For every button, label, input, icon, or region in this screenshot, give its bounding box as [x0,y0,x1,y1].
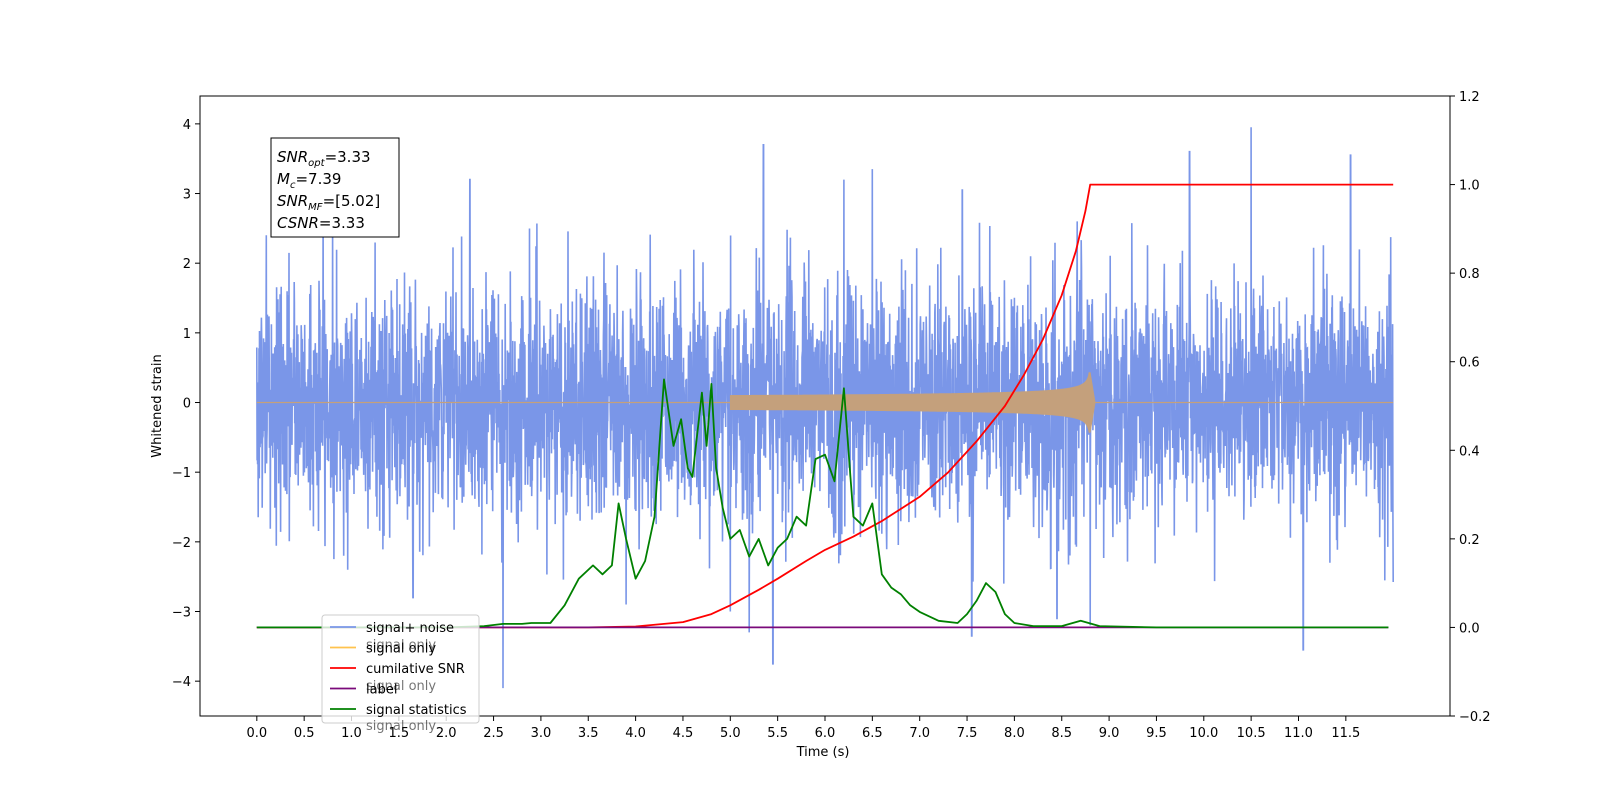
annotation-value: =[5.02] [323,192,381,210]
y2-tick-label: 0.0 [1459,621,1480,636]
x-tick-label: 3.0 [531,726,552,741]
x-tick-label: 2.5 [483,726,504,741]
y-tick-label: 0 [183,397,191,412]
legend-label: signal statistics [366,703,467,718]
x-axis: 0.0 0.5 1.0 1.5 2.0 2.5 3.0 3.5 4.0 4.5 5.0 5.5 6.0 6… [246,716,1360,741]
x-tick-label: 6.0 [815,726,836,741]
x-tick-label: 6.5 [862,726,883,741]
series-cumilative-snr [256,183,1394,629]
y-tick-label: 3 [183,188,191,203]
y2-tick-label: 1.0 [1459,179,1480,194]
annotation-symbol: CSNR [277,214,319,232]
y-tick-label: −2 [172,536,191,551]
annotation-symbol: M [277,170,290,188]
annotation-line: Mc=7.39 [277,170,341,191]
annotation-frame [270,137,400,238]
x-tick-label: 4.5 [673,726,694,741]
y-tick-label: 1 [183,327,191,342]
annotation-symbol: SNR [277,192,308,210]
y2-tick-label: 0.2 [1459,533,1480,548]
x-tick-label: 3.5 [578,726,599,741]
annotation-subscript: MF [308,202,323,213]
legend-frame [321,614,480,724]
annotation-value: =3.33 [325,148,371,166]
legend-ghost-text: signal only [366,679,436,694]
annotation-subscript: opt [308,158,325,169]
legend-label: signal only [366,642,436,657]
y2-tick-label: −0.2 [1459,710,1491,725]
x-tick-label: 2.0 [436,726,457,741]
series-signal-statistics [256,378,1389,629]
y-tick-label: 2 [183,257,191,272]
x-tick-label: 5.0 [720,726,741,741]
x-tick-label: 1.5 [389,726,410,741]
x-tick-label: 5.5 [767,726,788,741]
x-tick-label: 10.0 [1189,726,1218,741]
x-tick-label: 10.5 [1237,726,1266,741]
x-tick-label: 9.0 [1099,726,1120,741]
series-layer [256,127,1394,689]
annotation-line: SNRMF=[5.02] [277,192,380,213]
legend-label: signal+ noise [366,621,454,636]
y-axis-label: Whitened strain [150,354,165,457]
y2-tick-label: 1.2 [1459,90,1480,105]
annotation-subscript: c [290,180,296,191]
x-tick-label: 11.5 [1331,726,1360,741]
annotation-value: =3.33 [319,214,365,232]
x-tick-label: 7.5 [957,726,978,741]
x-axis-label: Time (s) [796,745,850,760]
x-tick-label: 8.5 [1051,726,1072,741]
legend-label: cumilative SNR [366,662,465,677]
annotation-line: CSNR=3.33 [277,214,365,232]
x-tick-label: 4.0 [625,726,646,741]
x-tick-label: 1.0 [341,726,362,741]
y-tick-label: −3 [172,606,191,621]
annotation-symbol: SNR [277,148,308,166]
annotation-value: =7.39 [295,170,341,188]
legend-label: label [366,683,397,698]
y-tick-label: 4 [183,118,191,133]
series-signal-noise [256,127,1394,689]
y-tick-label: −1 [172,466,191,481]
x-tick-label: 11.0 [1284,726,1313,741]
legend-ghost-text: signal only [366,638,436,653]
y2-tick-label: 0.4 [1459,444,1480,459]
legend-ghost-text: signal only [366,719,436,734]
y2-tick-label: 0.8 [1459,267,1480,282]
x-tick-label: 0.5 [294,726,315,741]
annotation-line: SNRopt=3.33 [277,148,371,169]
x-tick-label: 9.5 [1146,726,1167,741]
y-axis-left: 4 3 2 1 0 −1 −2 −3 −4 [172,118,200,690]
x-tick-label: 0.0 [246,726,267,741]
y-axis-right: 1.2 1.0 0.8 0.6 0.4 0.2 0.0 −0.2 [1450,90,1491,725]
x-tick-label: 8.0 [1004,726,1025,741]
x-tick-label: 7.0 [909,726,930,741]
y2-tick-label: 0.6 [1459,356,1480,371]
y-tick-label: −4 [172,675,191,690]
